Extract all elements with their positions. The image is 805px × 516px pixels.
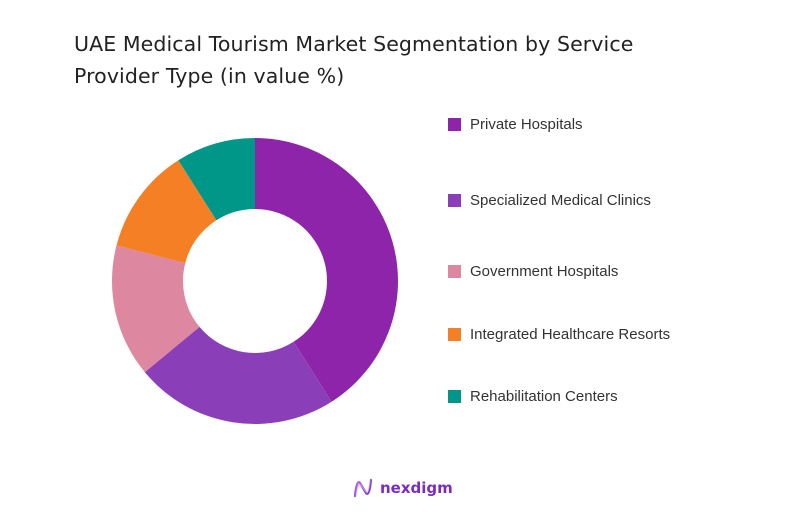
donut-slice-rehabilitation-centers: [178, 138, 255, 221]
legend-label: Private Hospitals: [470, 116, 583, 133]
donut-slice-private-hospitals: [255, 138, 398, 402]
legend-label: Government Hospitals: [470, 263, 619, 280]
legend-label: Rehabilitation Centers: [470, 388, 618, 405]
legend-swatch-icon: [448, 194, 461, 207]
legend-label: Specialized Medical Clinics: [470, 192, 651, 209]
chart-title-line-1: UAE Medical Tourism Market Segmentation …: [74, 32, 634, 56]
donut-slice-government-hospitals: [112, 245, 200, 373]
brand-name: nexdigm: [380, 479, 453, 497]
legend-swatch-icon: [448, 265, 461, 278]
legend-swatch-icon: [448, 390, 461, 403]
legend-item-government-hospitals: Government Hospitals: [448, 263, 618, 280]
legend-swatch-icon: [448, 118, 461, 131]
legend-item-integrated-healthcare-resorts: Integrated Healthcare Resorts: [448, 326, 670, 343]
legend-item-rehabilitation-centers: Rehabilitation Centers: [448, 388, 618, 405]
brand-logo: nexdigm: [352, 477, 453, 499]
legend-label: Integrated Healthcare Resorts: [470, 326, 671, 343]
legend-swatch-icon: [448, 328, 461, 341]
donut-slice-integrated-healthcare-resorts: [116, 160, 217, 264]
chart-title: UAE Medical Tourism Market Segmentation …: [74, 28, 774, 92]
chart-title-line-2: Provider Type (in value %): [74, 64, 345, 88]
nexdigm-logo-icon: [353, 478, 373, 498]
legend-item-private-hospitals: Private Hospitals: [448, 116, 583, 133]
legend-item-specialized-medical-clinics: Specialized Medical Clinics: [448, 192, 651, 209]
donut-slice-specialized-medical-clinics: [144, 326, 332, 424]
